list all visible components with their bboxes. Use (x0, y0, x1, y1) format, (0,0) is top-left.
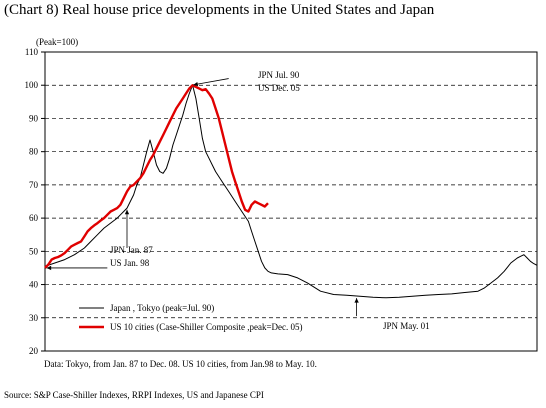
y-tick-label-100: 100 (25, 80, 39, 90)
y-tick-label-80: 80 (29, 147, 39, 157)
y-axis-ticks: 20 30 40 50 60 70 80 90 100 110 (25, 47, 45, 356)
plot-area-frame (44, 51, 538, 352)
y-tick-label-30: 30 (29, 313, 39, 323)
source-note: Source: S&P Case-Shiller Indexes, RRPI I… (4, 390, 264, 400)
start-annotation-line-1: JPN Jan. 87 (110, 245, 153, 255)
y-tick-label-110: 110 (25, 47, 39, 57)
y-tick-label-20: 20 (29, 346, 39, 356)
trough-annotation-line-1: JPN May. 01 (383, 321, 430, 331)
y-tick-label-70: 70 (29, 180, 39, 190)
peak-annotation-arrow-head (193, 81, 199, 87)
y-tick-label-50: 50 (29, 246, 39, 256)
start-annotation-line-2: US Jan. 98 (110, 258, 150, 268)
peak-annotation-arrow-line (193, 78, 229, 86)
peak-annotation-line-1: JPN Jul. 90 (258, 70, 300, 80)
y-tick-label-60: 60 (29, 213, 39, 223)
chart-title: (Chart 8) Real house price developments … (4, 2, 435, 18)
y-axis-label: (Peak=100) (36, 37, 78, 47)
us-start-annotation-arrow-head (46, 265, 52, 271)
series-layer (44, 84, 538, 299)
legend-label-us-10-cities: US 10 cities (Case-Shiller Composite ,pe… (110, 322, 303, 332)
series-line-japan-tokyo (44, 84, 538, 299)
y-tick-label-90: 90 (29, 113, 39, 123)
data-note: Data: Tokyo, from Jan. 87 to Dec. 08. US… (44, 359, 317, 369)
trough-annotation-arrow-head (354, 298, 359, 303)
peak-annotation-line-2: US Dec. 05 (258, 83, 300, 93)
annotation-layer: JPN Jul. 90 US Dec. 05 JPN Jan. 87 US Jan. … (46, 70, 430, 331)
legend: Japan , Tokyo (peak=Jul. 90) US 10 cities… (79, 303, 303, 332)
jpn-start-annotation-arrow-head (124, 209, 130, 215)
series-line-us-10-cities (44, 84, 269, 269)
legend-label-japan-tokyo: Japan , Tokyo (peak=Jul. 90) (110, 303, 214, 313)
grid-lines (45, 84, 537, 319)
y-tick-label-40: 40 (29, 280, 39, 290)
